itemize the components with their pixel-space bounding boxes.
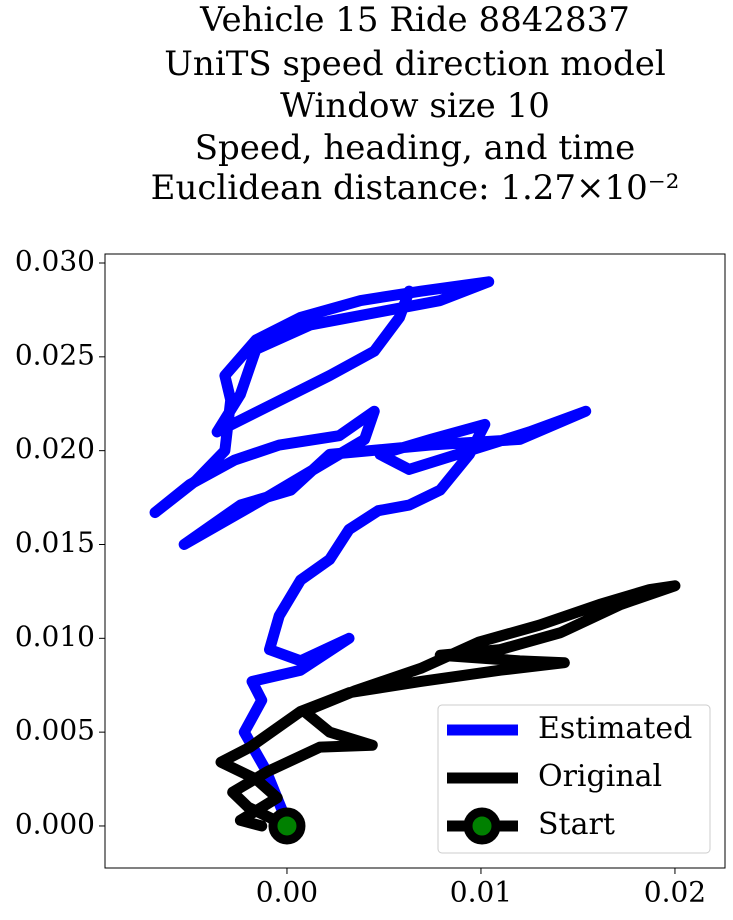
chart-title: UniTS speed direction model [164,44,665,84]
y-tick-label: 0.010 [15,620,95,653]
y-tick-label: 0.015 [15,526,95,559]
chart-title: Speed, heading, and time [195,128,636,168]
y-tick-label: 0.020 [15,432,95,465]
series-line [215,580,681,832]
legend-frame [437,704,711,854]
y-tick-label: 0.005 [15,714,95,747]
legend: Estimated Original Start [437,704,711,854]
x-tick-label: 0.00 [256,876,318,909]
start-marker [268,807,306,845]
y-tick-label: 0.000 [15,807,95,840]
y-tick-label: 0.030 [15,245,95,278]
plot-frame [104,253,726,869]
chart-title: Euclidean distance: 1.27×10⁻² [151,168,680,208]
x-tick-label: 0.01 [450,876,512,909]
chart-title: Window size 10 [280,86,550,126]
chart-title: Vehicle 15 Ride 8842837 [199,0,630,40]
legend-label: Start [538,807,615,842]
legend-marker [463,807,501,845]
legend-label: Estimated [538,711,692,746]
legend-label: Original [538,759,662,794]
y-tick-label: 0.025 [15,338,95,371]
series-line [149,276,592,828]
x-tick-label: 0.02 [644,876,706,909]
